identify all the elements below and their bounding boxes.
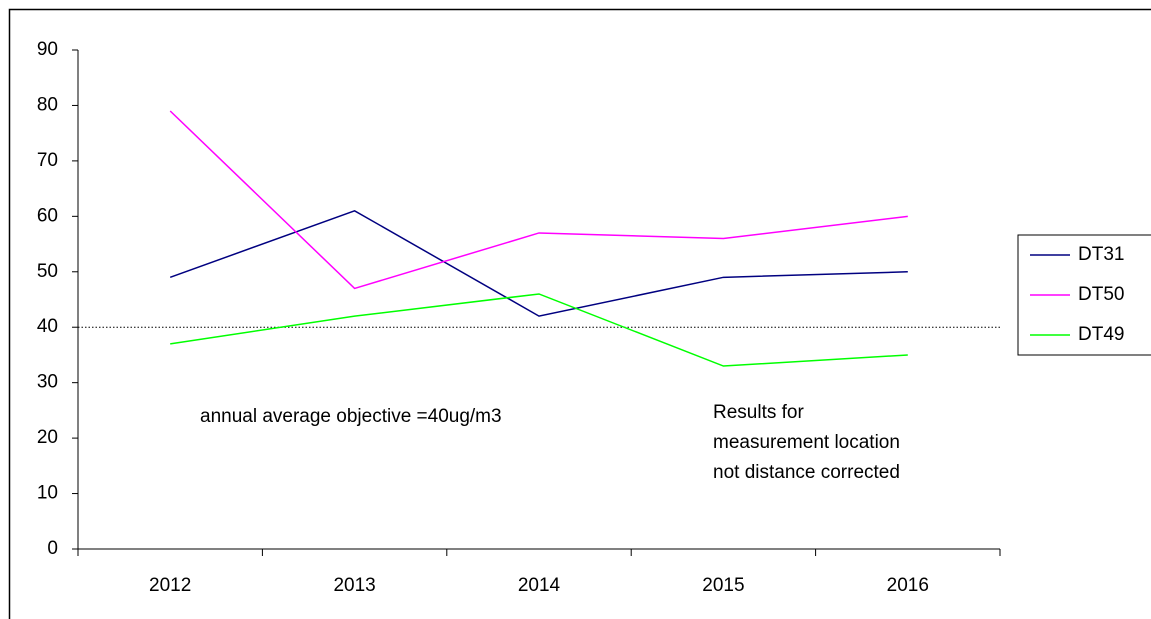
chart-frame (8, 8, 1151, 619)
y-tick-label: 20 (37, 427, 58, 448)
x-tick-label: 2014 (518, 575, 561, 596)
annotation: not distance corrected (713, 462, 900, 483)
x-tick-label: 2015 (702, 575, 744, 596)
x-tick-label: 2013 (333, 575, 375, 596)
y-tick-label: 80 (37, 94, 58, 115)
annotation: Results for (713, 402, 804, 423)
series-line (170, 293, 908, 367)
y-tick-label: 50 (37, 261, 58, 282)
series-line (169, 110, 908, 290)
y-tick-label: 10 (37, 483, 58, 504)
legend-label: DT49 (1078, 324, 1124, 345)
x-tick-label: 2012 (149, 575, 191, 596)
y-tick-label: 70 (37, 150, 58, 171)
series-line (169, 209, 908, 317)
y-tick-label: 0 (47, 538, 58, 559)
legend-label: DT50 (1078, 284, 1124, 305)
annotation: measurement location (713, 432, 900, 453)
y-tick-label: 60 (37, 205, 58, 226)
legend-label: DT31 (1078, 244, 1124, 265)
annotation: annual average objective =40ug/m3 (200, 406, 502, 427)
y-tick-label: 40 (37, 316, 58, 337)
y-tick-label: 90 (37, 39, 58, 60)
y-tick-label: 30 (37, 372, 58, 393)
x-tick-label: 2016 (887, 575, 929, 596)
